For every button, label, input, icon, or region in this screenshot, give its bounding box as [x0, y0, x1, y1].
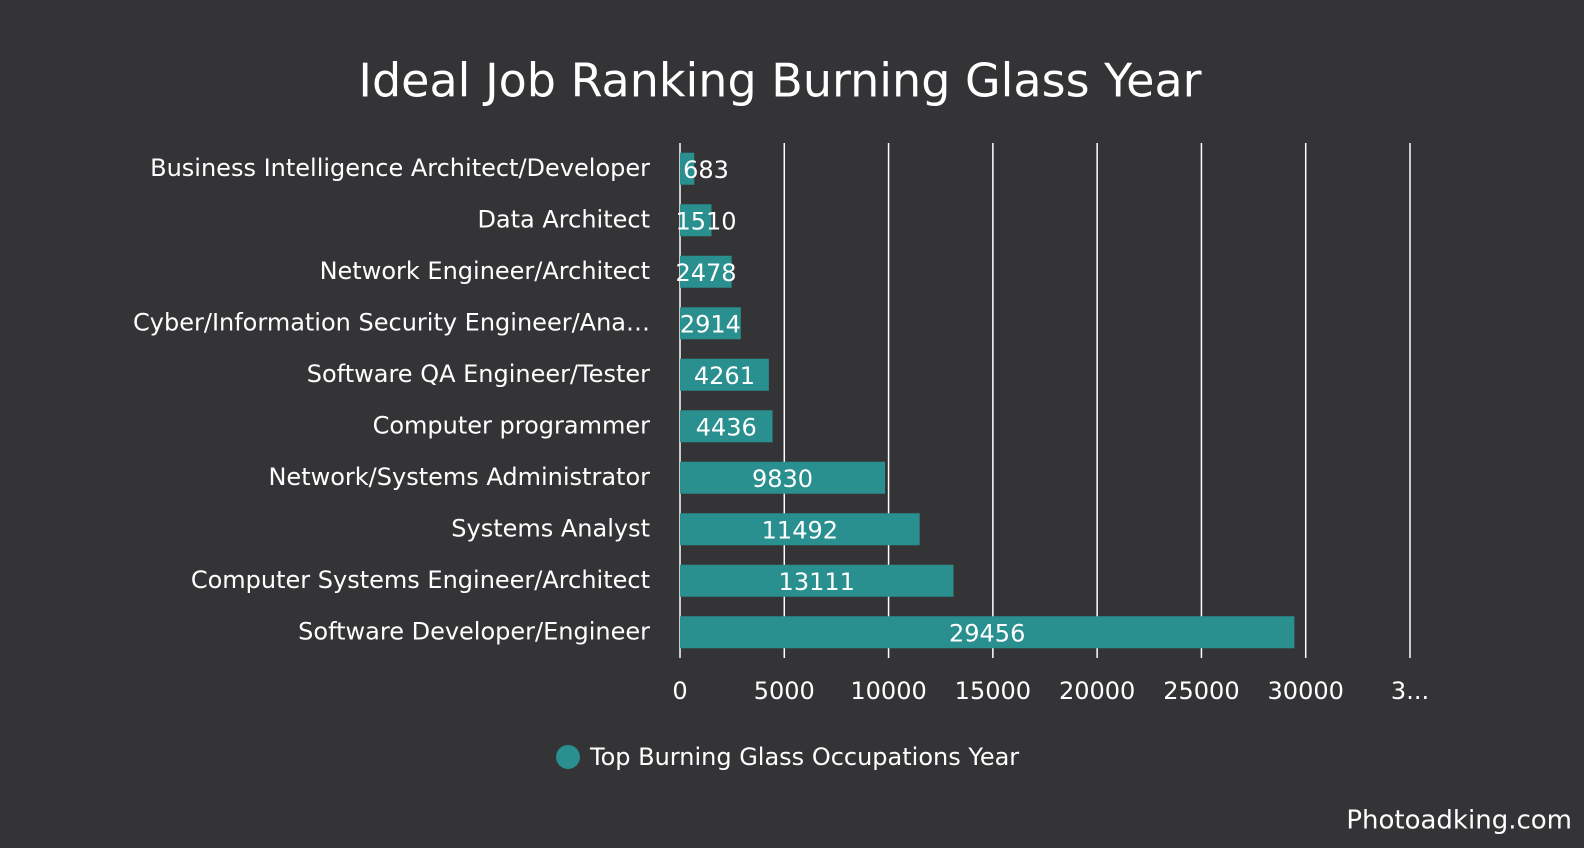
value-label: 29456 — [949, 619, 1025, 647]
y-tick-label: Software Developer/Engineer — [298, 617, 650, 645]
x-tick-label: 30000 — [1268, 677, 1344, 705]
y-tick-label: Business Intelligence Architect/Develope… — [150, 154, 650, 182]
value-label: 683 — [683, 156, 729, 184]
bar — [680, 616, 1295, 649]
value-label: 4436 — [696, 413, 757, 441]
bar — [680, 513, 920, 546]
value-label: 9830 — [752, 465, 813, 493]
y-tick-label: Cyber/Information Security Engineer/Ana… — [133, 308, 650, 336]
bar — [680, 358, 769, 391]
y-tick-label: Network Engineer/Architect — [320, 257, 650, 285]
value-label: 2478 — [675, 259, 736, 287]
value-label: 13111 — [779, 568, 855, 596]
value-label: 2914 — [680, 310, 741, 338]
x-tick-label: 0 — [672, 677, 687, 705]
y-tick-label: Network/Systems Administrator — [268, 463, 650, 491]
y-tick-label: Computer programmer — [373, 411, 651, 439]
bar — [680, 461, 886, 494]
y-tick-label: Software QA Engineer/Tester — [307, 360, 650, 388]
bar — [680, 152, 695, 185]
value-label: 1510 — [675, 207, 736, 235]
x-tick-label: 20000 — [1059, 677, 1135, 705]
x-tick-label: 3... — [1391, 677, 1429, 705]
bar — [680, 410, 773, 443]
value-label: 4261 — [694, 362, 755, 390]
x-tick-label: 10000 — [850, 677, 926, 705]
x-tick-label: 5000 — [754, 677, 815, 705]
x-tick-label: 15000 — [955, 677, 1031, 705]
y-tick-label: Data Architect — [477, 205, 650, 233]
y-tick-label: Systems Analyst — [451, 514, 650, 542]
x-tick-label: 25000 — [1163, 677, 1239, 705]
chart-title: Ideal Job Ranking Burning Glass Year — [358, 54, 1201, 108]
bar — [680, 204, 712, 237]
bar — [680, 255, 732, 288]
bar — [680, 564, 954, 597]
legend-label: Top Burning Glass Occupations Year — [589, 743, 1019, 771]
watermark: Photoadking.com — [1346, 806, 1572, 836]
value-label: 11492 — [762, 516, 838, 544]
y-tick-label: Computer Systems Engineer/Architect — [191, 566, 650, 594]
bar — [680, 307, 741, 340]
legend-marker — [556, 745, 580, 769]
